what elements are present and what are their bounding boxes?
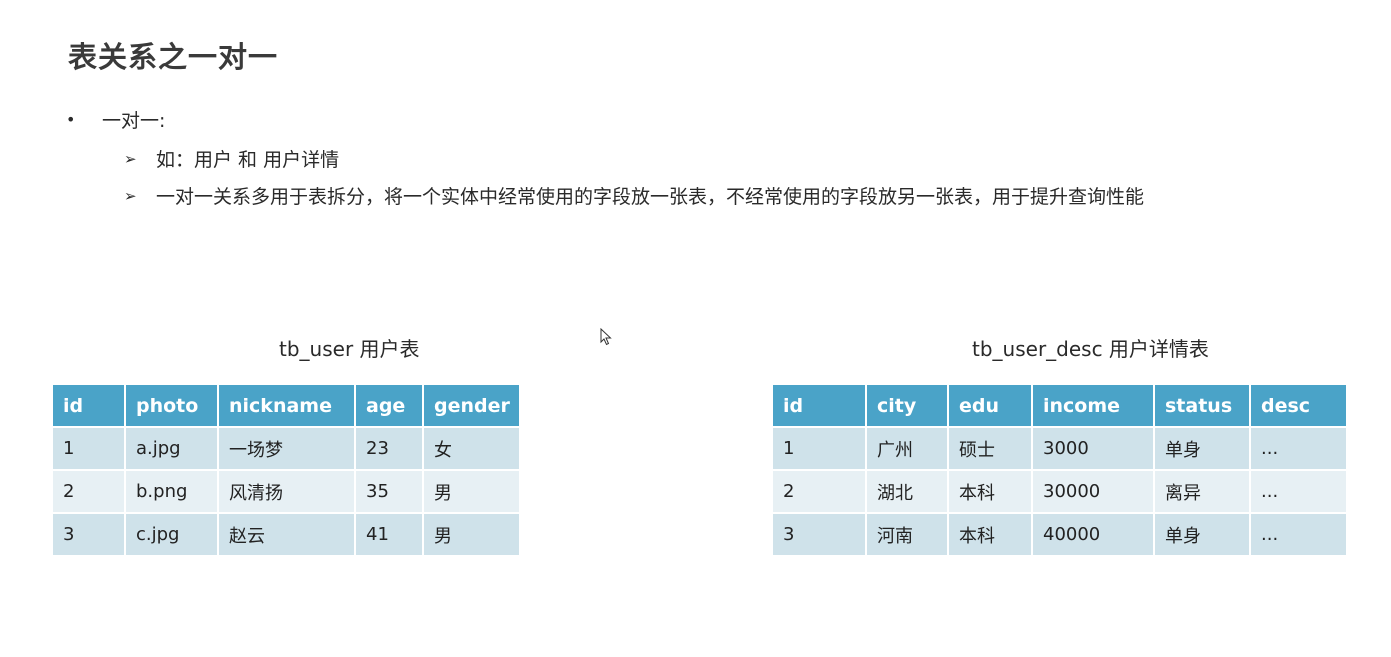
table-cell: 23 bbox=[355, 427, 424, 471]
table-header-row: id city edu income status desc bbox=[773, 385, 1346, 428]
bullet-text: 一对一: bbox=[102, 110, 166, 132]
column-header: income bbox=[1032, 385, 1155, 428]
sub-item-text: 一对一关系多用于表拆分，将一个实体中经常使用的字段放一张表，不经常使用的字段放另… bbox=[156, 186, 1145, 208]
table-row: 3 c.jpg 赵云 41 男 bbox=[53, 513, 519, 557]
table-cell: 35 bbox=[355, 470, 424, 514]
column-header: nickname bbox=[218, 385, 356, 428]
table-row: 2 b.png 风清扬 35 男 bbox=[53, 470, 519, 514]
table-cell: 30000 bbox=[1032, 470, 1155, 514]
table-cell: 单身 bbox=[1154, 513, 1251, 557]
table-cell: 赵云 bbox=[218, 513, 356, 557]
table-cell: a.jpg bbox=[125, 427, 219, 471]
table-cell: 3000 bbox=[1032, 427, 1155, 471]
table-cell: ... bbox=[1250, 427, 1346, 471]
table-cell: 2 bbox=[773, 470, 867, 514]
table-cell: 41 bbox=[355, 513, 424, 557]
table-row: 2 湖北 本科 30000 离异 ... bbox=[773, 470, 1346, 514]
table-cell: 男 bbox=[423, 470, 519, 514]
column-header: gender bbox=[423, 385, 519, 428]
table-cell: 2 bbox=[53, 470, 126, 514]
column-header: status bbox=[1154, 385, 1251, 428]
table-cell: 男 bbox=[423, 513, 519, 557]
table-cell: 1 bbox=[773, 427, 867, 471]
table-cell: b.png bbox=[125, 470, 219, 514]
table-row: 3 河南 本科 40000 单身 ... bbox=[773, 513, 1346, 557]
table-cell: c.jpg bbox=[125, 513, 219, 557]
table-cell: ... bbox=[1250, 513, 1346, 557]
table-cell: 单身 bbox=[1154, 427, 1251, 471]
mouse-pointer-icon bbox=[600, 328, 612, 346]
table-cell: 3 bbox=[773, 513, 867, 557]
table-cell: 离异 bbox=[1154, 470, 1251, 514]
column-header: id bbox=[773, 385, 867, 428]
table-cell: 女 bbox=[423, 427, 519, 471]
table-cell: 1 bbox=[53, 427, 126, 471]
table-row: 1 广州 硕士 3000 单身 ... bbox=[773, 427, 1346, 471]
tb-user-table: id photo nickname age gender 1 a.jpg 一场梦… bbox=[53, 385, 519, 557]
sub-item-description: ➢ 一对一关系多用于表拆分，将一个实体中经常使用的字段放一张表，不经常使用的字段… bbox=[124, 182, 1144, 209]
column-header: photo bbox=[125, 385, 219, 428]
tb-user-desc-caption: tb_user_desc 用户详情表 bbox=[972, 337, 1209, 361]
sub-item-example: ➢ 如：用户 和 用户详情 bbox=[124, 145, 339, 172]
bullet-item: • 一对一: bbox=[66, 106, 165, 133]
table-row: 1 a.jpg 一场梦 23 女 bbox=[53, 427, 519, 471]
table-cell: 硕士 bbox=[948, 427, 1033, 471]
arrow-bullet-icon: ➢ bbox=[124, 149, 137, 168]
sub-item-text: 如：用户 和 用户详情 bbox=[156, 149, 340, 171]
table-cell: 湖北 bbox=[866, 470, 949, 514]
table-cell: 广州 bbox=[866, 427, 949, 471]
table-cell: 40000 bbox=[1032, 513, 1155, 557]
table-header-row: id photo nickname age gender bbox=[53, 385, 519, 428]
bullet-dot-icon: • bbox=[66, 110, 76, 129]
tb-user-caption: tb_user 用户表 bbox=[279, 337, 420, 361]
table-cell: 一场梦 bbox=[218, 427, 356, 471]
table-cell: 本科 bbox=[948, 513, 1033, 557]
slide-title: 表关系之一对一 bbox=[68, 40, 279, 74]
tb-user-desc-table: id city edu income status desc 1 广州 硕士 3… bbox=[773, 385, 1346, 557]
column-header: desc bbox=[1250, 385, 1346, 428]
table-cell: 河南 bbox=[866, 513, 949, 557]
column-header: edu bbox=[948, 385, 1033, 428]
column-header: city bbox=[866, 385, 949, 428]
table-cell: ... bbox=[1250, 470, 1346, 514]
column-header: age bbox=[355, 385, 424, 428]
table-cell: 本科 bbox=[948, 470, 1033, 514]
table-cell: 风清扬 bbox=[218, 470, 356, 514]
table-cell: 3 bbox=[53, 513, 126, 557]
arrow-bullet-icon: ➢ bbox=[124, 186, 137, 205]
column-header: id bbox=[53, 385, 126, 428]
